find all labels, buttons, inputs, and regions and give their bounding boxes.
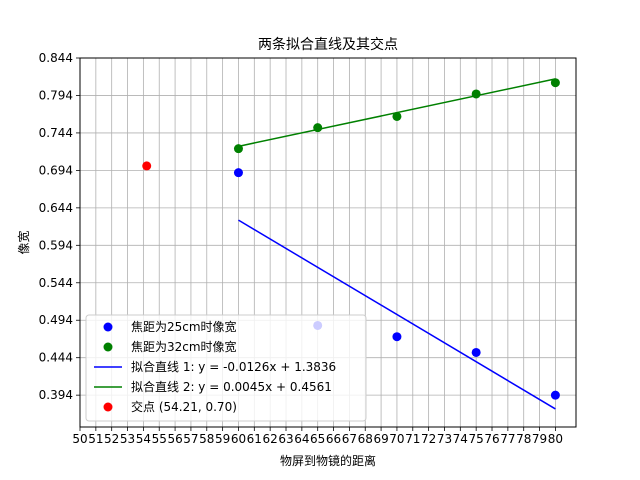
- x-tick-label: 67: [342, 432, 357, 446]
- x-tick-label: 59: [215, 432, 230, 446]
- legend-marker-swatch: [103, 322, 113, 332]
- legend-entry: 焦距为25cm时像宽: [131, 319, 237, 334]
- x-tick-label: 76: [484, 432, 499, 446]
- x-tick-label: 70: [389, 432, 404, 446]
- legend-entry: 拟合直线 2: y = 0.0045x + 0.4561: [131, 379, 332, 394]
- data-point-0-0: [233, 168, 243, 178]
- y-tick-label: 0.794: [39, 88, 73, 102]
- x-tick-label: 56: [167, 432, 182, 446]
- legend-entry: 拟合直线 1: y = -0.0126x + 1.3836: [131, 359, 336, 374]
- fit-line-3: [238, 78, 556, 148]
- x-tick-label: 52: [104, 432, 119, 446]
- legend-entry: 焦距为32cm时像宽: [131, 339, 237, 354]
- x-tick-label: 73: [437, 432, 452, 446]
- x-tick-label: 58: [199, 432, 214, 446]
- x-tick-label: 72: [421, 432, 436, 446]
- series-4: [142, 161, 152, 171]
- x-tick-label: 77: [500, 432, 515, 446]
- y-tick-label: 0.494: [39, 313, 73, 327]
- data-point-0-3: [471, 347, 481, 357]
- y-axis-label: 像宽: [16, 230, 31, 254]
- x-tick-label: 80: [548, 432, 563, 446]
- y-tick-label: 0.544: [39, 276, 73, 290]
- x-tick-label: 54: [136, 432, 151, 446]
- x-tick-label: 71: [405, 432, 420, 446]
- data-point-1-4: [550, 78, 560, 88]
- series-2: [238, 219, 556, 410]
- legend-marker-swatch: [103, 402, 113, 412]
- x-tick-label: 75: [469, 432, 484, 446]
- legend-box: [85, 314, 367, 422]
- x-tick-label: 51: [88, 432, 103, 446]
- fit-line-2: [238, 219, 556, 410]
- axis-ticks: 50 51 52 53 54 55 56 57 58 59 60 61 62 63 64 65 66 67 68 69…: [39, 51, 563, 446]
- data-point-1-2: [392, 111, 402, 121]
- y-tick-label: 0.444: [39, 351, 73, 365]
- series-1: [233, 78, 560, 154]
- x-tick-label: 53: [120, 432, 135, 446]
- chart-title: 两条拟合直线及其交点: [258, 36, 398, 53]
- series-3: [238, 78, 556, 148]
- x-tick-label: 66: [326, 432, 341, 446]
- data-point-0-2: [392, 332, 402, 342]
- y-tick-label: 0.644: [39, 201, 73, 215]
- y-tick-label: 0.844: [39, 51, 73, 65]
- x-axis-label: 物屏到物镜的距离: [280, 453, 376, 468]
- x-tick-label: 50: [72, 432, 87, 446]
- x-tick-label: 64: [294, 432, 309, 446]
- y-tick-label: 0.744: [39, 126, 73, 140]
- x-tick-label: 61: [247, 432, 262, 446]
- y-tick-label: 0.694: [39, 163, 73, 177]
- x-tick-label: 62: [263, 432, 278, 446]
- plot-frame: [79, 57, 577, 428]
- legend-entry: 交点 (54.21, 0.70): [131, 399, 237, 414]
- x-tick-label: 74: [453, 432, 468, 446]
- x-tick-label: 78: [516, 432, 531, 446]
- x-tick-label: 79: [532, 432, 547, 446]
- y-tick-label: 0.394: [39, 388, 73, 402]
- x-tick-label: 57: [183, 432, 198, 446]
- x-tick-label: 69: [373, 432, 388, 446]
- x-tick-label: 55: [152, 432, 167, 446]
- y-tick-label: 0.594: [39, 238, 73, 252]
- x-tick-label: 68: [358, 432, 373, 446]
- data-point-4-0: [142, 161, 152, 171]
- x-tick-label: 65: [310, 432, 325, 446]
- x-tick-label: 63: [278, 432, 293, 446]
- x-tick-label: 60: [231, 432, 246, 446]
- data-point-0-4: [550, 390, 560, 400]
- legend-marker-swatch: [103, 342, 113, 352]
